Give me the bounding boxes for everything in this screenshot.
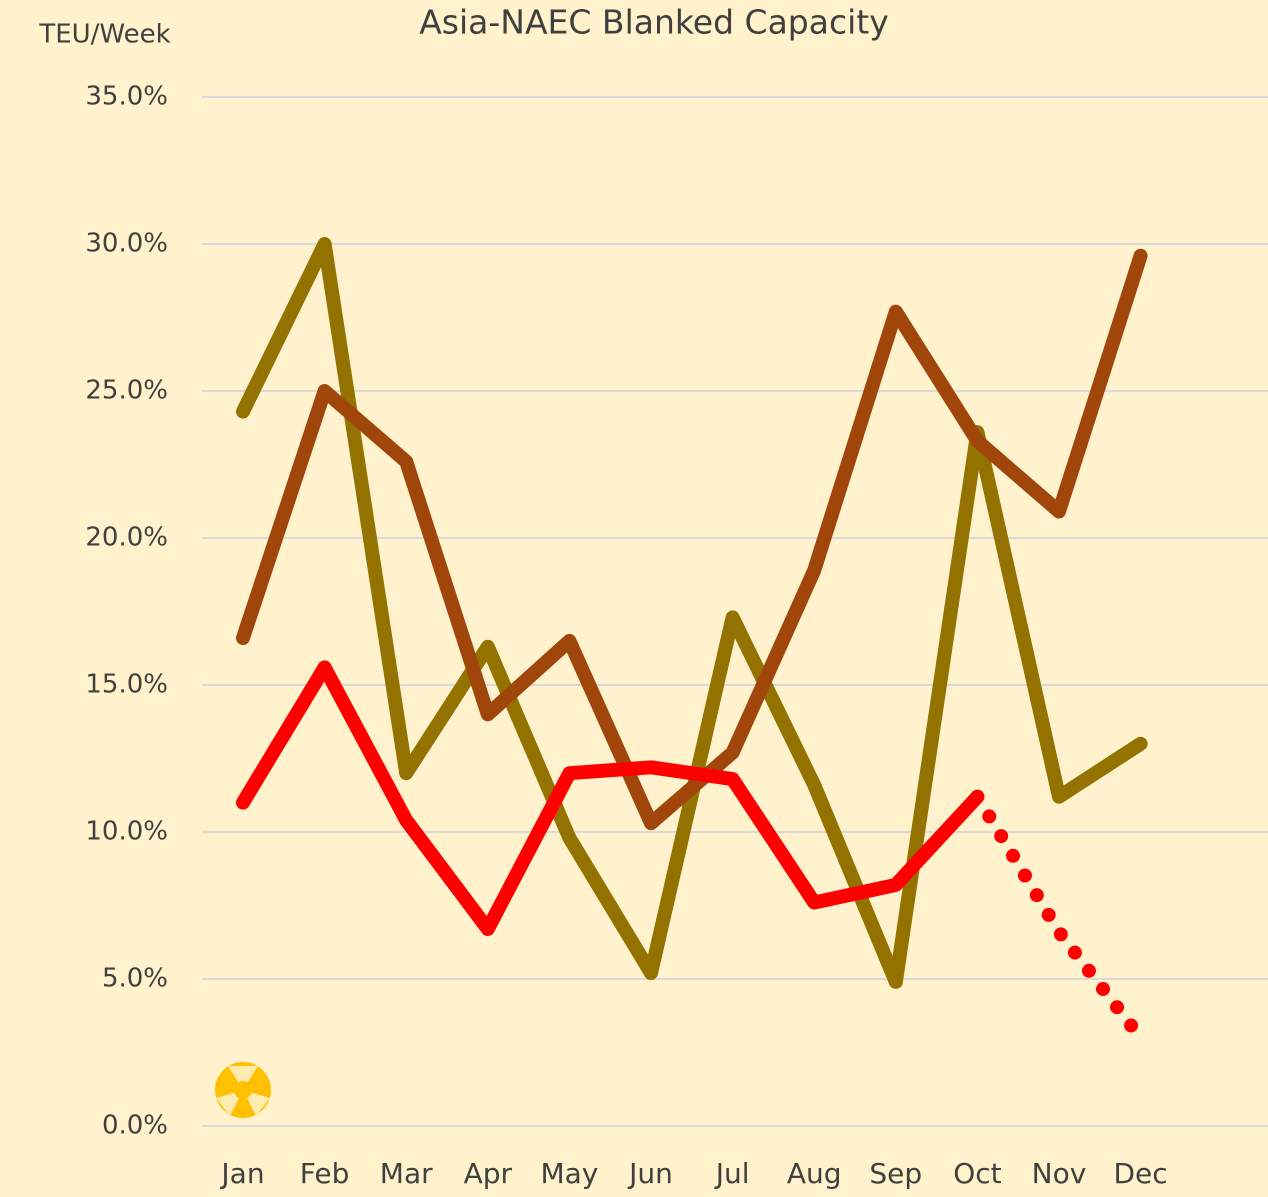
y-tick-label: 15.0% <box>85 670 168 700</box>
chart-title: Asia-NAEC Blanked Capacity <box>419 3 889 42</box>
x-tick-label: Sep <box>869 1157 922 1190</box>
x-tick-label: Jan <box>219 1157 264 1190</box>
x-tick-label: Feb <box>300 1157 350 1190</box>
x-tick-label: Mar <box>380 1157 433 1190</box>
x-tick-label: Aug <box>787 1157 842 1190</box>
y-tick-label: 20.0% <box>85 523 168 553</box>
logo-icon <box>215 1062 271 1118</box>
series-line <box>236 660 985 937</box>
x-tick-label: Oct <box>953 1157 1001 1190</box>
y-tick-label: 25.0% <box>85 376 168 406</box>
x-tick-label: Dec <box>1114 1157 1168 1190</box>
x-tick-label: Nov <box>1032 1157 1087 1190</box>
y-tick-label: 10.0% <box>85 817 168 847</box>
y-tick-label: 35.0% <box>85 82 168 112</box>
x-tick-label: May <box>540 1157 598 1190</box>
x-tick-label: Jul <box>714 1157 750 1190</box>
series-line <box>236 248 1148 831</box>
y-tick-label: 30.0% <box>85 229 168 259</box>
series-line <box>970 789 1148 1045</box>
y-axis-label: TEU/Week <box>38 20 170 50</box>
x-tick-label: Apr <box>464 1157 513 1190</box>
x-tick-label: Jun <box>627 1157 673 1190</box>
y-tick-label: 5.0% <box>102 964 168 994</box>
y-tick-label: 0.0% <box>102 1111 168 1141</box>
